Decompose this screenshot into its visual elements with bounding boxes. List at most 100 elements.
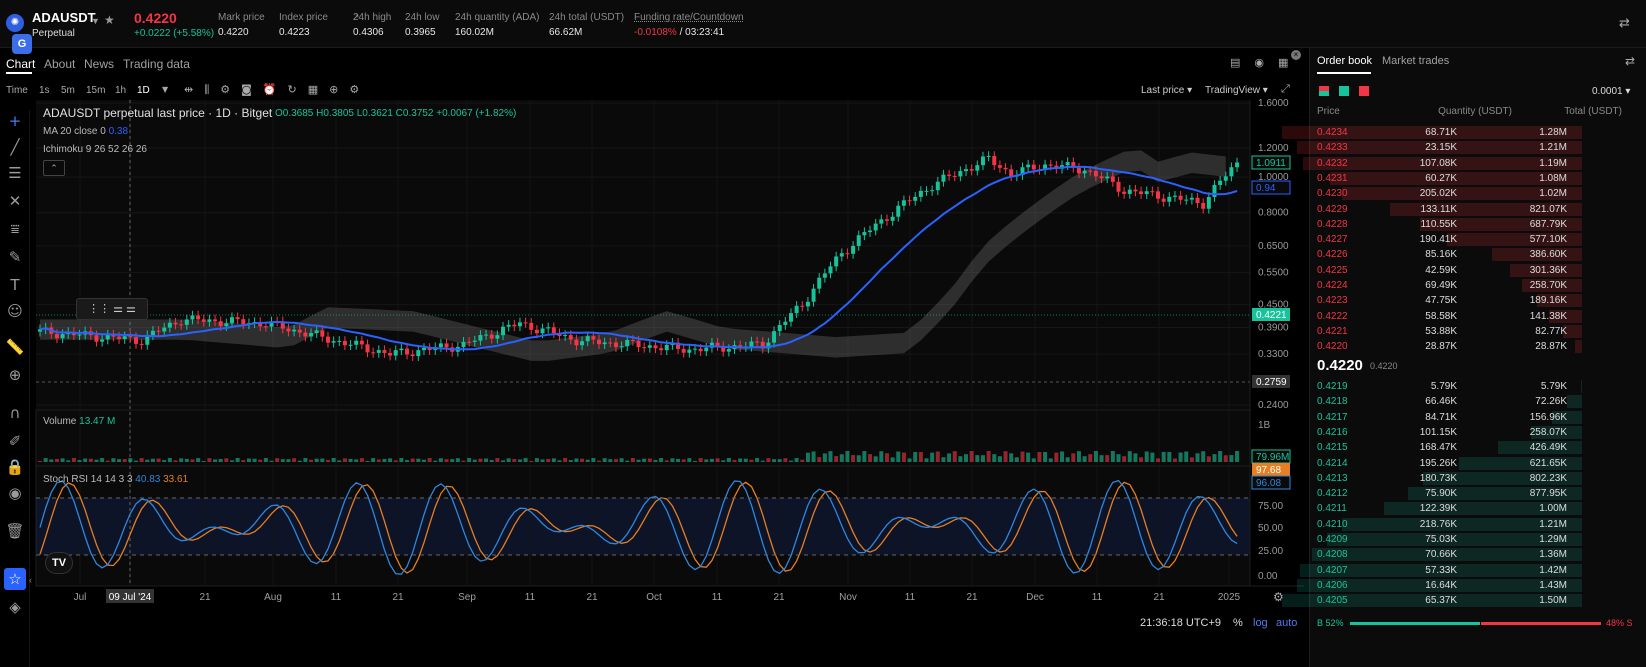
- candle-type-icon[interactable]: ⫼: [204, 83, 221, 96]
- tab-about[interactable]: About: [44, 57, 76, 71]
- tf-dropdown-icon[interactable]: ▼: [162, 85, 169, 94]
- ask-row[interactable]: 0.4234 68.71K 1.28M: [1282, 125, 1584, 140]
- clock[interactable]: 21:36:18 UTC+9: [1140, 617, 1222, 629]
- ask-row[interactable]: 0.4225 42.59K 301.36K: [1310, 263, 1584, 278]
- orderbook-settings-icon[interactable]: ⇄: [1625, 54, 1636, 68]
- bid-row[interactable]: 0.4205 65.37K 1.50M: [1282, 593, 1584, 608]
- bid-row[interactable]: 0.4218 66.46K 72.26K: [1310, 394, 1584, 409]
- favorite-star-icon[interactable]: ★: [104, 13, 115, 27]
- zoom-icon[interactable]: ⊕: [8, 366, 22, 384]
- stat-funding-rate[interactable]: Funding rate/Countdown -0.0108% / 03:23:4…: [634, 12, 744, 38]
- external-link-icon[interactable]: ↗: [352, 12, 360, 22]
- bid-row[interactable]: 0.4211 122.39K 1.00M: [1310, 501, 1584, 516]
- percent-toggle[interactable]: %: [1233, 617, 1243, 629]
- bid-row[interactable]: 0.4214 195.26K 621.65K: [1310, 456, 1584, 471]
- price-chart[interactable]: 1.6000 1.2000 1.0000 0.8000 0.6500 0.5500 0.45…: [0, 0, 1310, 640]
- magnet-icon[interactable]: ∩: [9, 404, 21, 422]
- view-both-icon[interactable]: [1319, 86, 1329, 96]
- trash-icon[interactable]: 🗑: [5, 522, 25, 540]
- auto-toggle[interactable]: auto: [1276, 617, 1298, 629]
- indicators-icon[interactable]: ⚙: [220, 83, 242, 96]
- log-toggle[interactable]: log: [1253, 617, 1268, 629]
- tab-market-trades[interactable]: Market trades: [1382, 55, 1450, 67]
- ask-row[interactable]: 0.4224 69.49K 258.70K: [1310, 278, 1584, 293]
- ask-row[interactable]: 0.4227 190.41K 577.10K: [1310, 232, 1584, 247]
- ask-row[interactable]: 0.4229 133.11K 821.07K: [1310, 202, 1584, 217]
- collapse-left-icon[interactable]: ‹: [29, 575, 32, 585]
- bid-row[interactable]: 0.4219 5.79K 5.79K: [1310, 379, 1584, 394]
- bid-row[interactable]: 0.4208 70.66K 1.36M: [1310, 547, 1584, 562]
- ask-row[interactable]: 0.4223 47.75K 189.16K: [1310, 293, 1584, 308]
- favorites-star-icon[interactable]: ☆: [4, 568, 26, 590]
- view-bids-icon[interactable]: [1339, 86, 1349, 96]
- horizontal-lines-icon[interactable]: ☰: [8, 164, 22, 182]
- bid-row[interactable]: 0.4217 84.71K 156.96K: [1310, 410, 1584, 425]
- text-icon[interactable]: T: [10, 276, 20, 294]
- fib-icon[interactable]: ⩸: [10, 220, 20, 238]
- settings-sliders-icon[interactable]: ⇄: [1619, 16, 1630, 31]
- alarm-icon[interactable]: ⏰: [262, 83, 288, 96]
- timeaxis-settings-icon[interactable]: ⚙: [1273, 590, 1284, 604]
- bid-row[interactable]: 0.4212 75.90K 877.95K: [1310, 486, 1584, 501]
- ask-row[interactable]: 0.4228 110.55K 687.79K: [1310, 217, 1584, 232]
- stoch-legend[interactable]: Stoch RSI 14 14 3 3 40.83 33.61: [43, 474, 189, 485]
- tradingview-logo[interactable]: TV: [45, 552, 73, 574]
- bid-row[interactable]: 0.4206 16.64K 1.43M: [1297, 578, 1584, 593]
- crosshair-icon[interactable]: +: [8, 112, 22, 130]
- symbol-dropdown-icon[interactable]: ▼: [91, 16, 100, 26]
- ask-row[interactable]: 0.4221 53.88K 82.77K: [1310, 324, 1584, 339]
- tab-order-book[interactable]: Order book: [1317, 55, 1373, 67]
- precision-selector[interactable]: 0.0001 ▾: [1592, 86, 1631, 97]
- calendar-icon[interactable]: ▦: [307, 83, 330, 96]
- tab-news[interactable]: News: [84, 57, 115, 71]
- last-price-selector[interactable]: Last price ▾: [1141, 85, 1193, 96]
- drawing-floating-toolbar[interactable]: ⋮⋮ ⚌ ⚌: [76, 298, 148, 320]
- tf-5m[interactable]: 5m: [61, 85, 75, 96]
- tf-1s[interactable]: 1s: [39, 85, 50, 96]
- ask-row[interactable]: 0.4222 58.58K 141.38K: [1310, 309, 1584, 324]
- grid-layout-icon[interactable]: ▦: [1278, 56, 1289, 69]
- bid-row[interactable]: 0.4210 218.76K 1.21M: [1310, 517, 1584, 532]
- symbol-name[interactable]: ADAUSDT: [32, 10, 96, 25]
- bid-row[interactable]: 0.4209 75.03K 1.29M: [1310, 532, 1584, 547]
- lock-icon[interactable]: 🔒: [5, 458, 25, 476]
- ask-row[interactable]: 0.4233 23.15K 1.21M: [1297, 140, 1584, 155]
- tf-time[interactable]: Time: [6, 85, 28, 96]
- add-icon[interactable]: ⊕: [329, 83, 350, 96]
- fullscreen-icon[interactable]: ⤢: [1281, 82, 1290, 95]
- volume-legend[interactable]: Volume 13.47 M: [43, 416, 116, 427]
- lock-drawing-icon[interactable]: ✐: [8, 432, 22, 450]
- ask-row[interactable]: 0.4232 107.08K 1.19M: [1303, 156, 1584, 171]
- tab-chart[interactable]: Chart: [6, 57, 36, 71]
- ma-legend[interactable]: MA 20 close 0 0.38: [43, 126, 129, 137]
- tab-trading-data[interactable]: Trading data: [123, 57, 190, 71]
- close-icon[interactable]: ×: [1291, 50, 1301, 60]
- translate-icon[interactable]: G: [12, 34, 32, 54]
- tf-1d[interactable]: 1D: [137, 85, 150, 96]
- ruler-icon[interactable]: 📏: [5, 338, 25, 356]
- gear-icon[interactable]: ⚙: [349, 83, 371, 96]
- calculator-icon[interactable]: ▤: [1230, 56, 1241, 69]
- bid-row[interactable]: 0.4215 168.47K 426.49K: [1310, 440, 1584, 455]
- compare-icon[interactable]: ⇹: [184, 83, 205, 96]
- alert-icon[interactable]: ◉: [1254, 56, 1265, 69]
- pattern-icon[interactable]: ✕: [8, 192, 22, 210]
- ask-row[interactable]: 0.4220 28.87K 28.87K: [1310, 339, 1584, 354]
- replay-icon[interactable]: ↻: [287, 83, 308, 96]
- camera-icon[interactable]: ◙: [241, 83, 263, 96]
- ask-row[interactable]: 0.4231 60.27K 1.08M: [1310, 171, 1584, 186]
- bid-row[interactable]: 0.4213 180.73K 802.23K: [1310, 471, 1584, 486]
- view-asks-icon[interactable]: [1359, 86, 1369, 96]
- emoji-icon[interactable]: ☺: [7, 302, 23, 320]
- bid-row[interactable]: 0.4216 101.15K 258.07K: [1310, 425, 1584, 440]
- tf-1h[interactable]: 1h: [115, 85, 127, 96]
- collapse-legend-button[interactable]: ⌃: [43, 160, 65, 176]
- stat-index-price[interactable]: Index price 0.4223: [279, 12, 328, 38]
- trendline-icon[interactable]: ╱: [10, 138, 20, 156]
- symbol-logo-icon[interactable]: ✺: [6, 14, 24, 32]
- eye-icon[interactable]: ◉: [8, 484, 22, 502]
- ask-row[interactable]: 0.4226 85.16K 386.60K: [1310, 247, 1584, 262]
- brush-icon[interactable]: ✎: [8, 248, 22, 266]
- tf-15m[interactable]: 15m: [86, 85, 106, 96]
- view-selector[interactable]: TradingView ▾: [1205, 85, 1268, 96]
